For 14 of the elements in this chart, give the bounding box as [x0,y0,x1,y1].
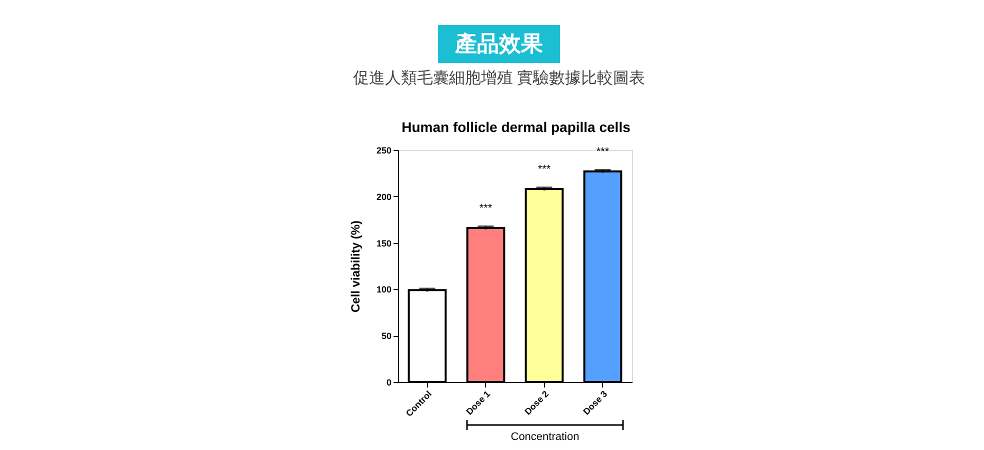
y-tick-label: 50 [381,331,392,342]
y-tick-label: 100 [376,284,392,295]
annotation: *** [479,202,493,215]
annotation: *** [596,146,610,158]
text: 產品效果 [454,31,544,56]
y-tick-label: 250 [376,146,392,156]
chart-title: Human follicle dermal papilla cells [402,119,631,135]
y-tick-label: 0 [386,378,392,388]
annotation: *** [538,164,552,176]
chart-subtitle: 促進人類毛囊細胞增殖 實驗數據比較圖表 [352,69,646,87]
text: Concentration [510,431,580,443]
y-tick-label: 150 [376,238,392,248]
y-tick-label: 200 [376,192,392,202]
y-axis-title: Cell viability (%) [348,220,362,313]
